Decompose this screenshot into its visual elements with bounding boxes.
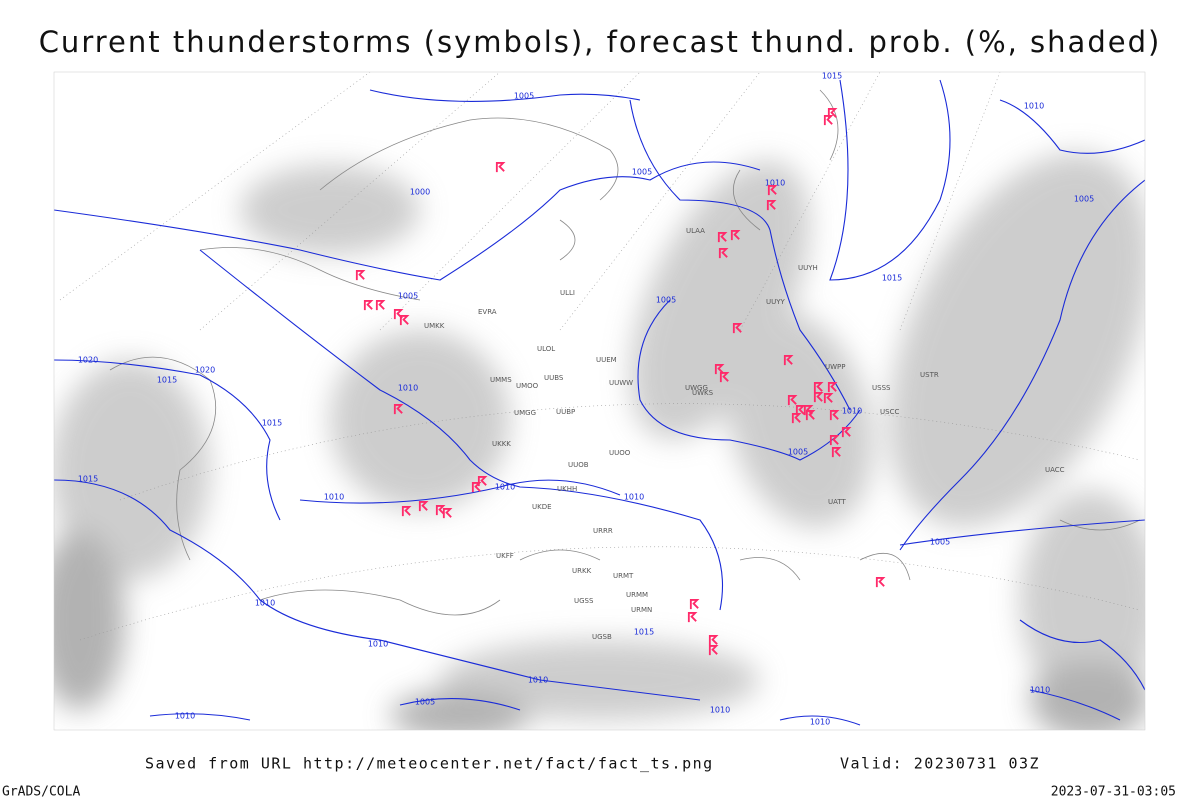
isobar-label: 1010: [255, 599, 275, 608]
station-label: UUOB: [568, 461, 589, 469]
map-frame: [53, 71, 1146, 731]
station-label: UMKK: [424, 322, 445, 330]
station-label: URKK: [572, 567, 592, 575]
station-label: UUYH: [798, 264, 818, 272]
generated-timestamp: 2023-07-31-03:05: [1051, 785, 1176, 800]
station-label: UUWW: [609, 379, 633, 387]
station-label: UGSB: [592, 633, 612, 641]
isobar-label: 1010: [175, 712, 195, 721]
station-label: UWGG: [685, 384, 708, 392]
station-label: USTR: [920, 371, 939, 379]
station-label: ULLI: [560, 289, 575, 297]
isobar-label: 1010: [324, 493, 344, 502]
station-label: USCC: [880, 408, 899, 416]
isobar-label: 1015: [822, 72, 842, 81]
coastlines: [109, 89, 1141, 616]
isobar-label: 1010: [1030, 686, 1050, 695]
station-label: EVRA: [478, 308, 497, 316]
station-label: UUOO: [609, 449, 631, 457]
station-label: UKKK: [492, 440, 511, 448]
isobar-label: 1010: [528, 676, 548, 685]
isobar-label: 1005: [788, 448, 808, 457]
station-label: ULOL: [537, 345, 555, 353]
station-label: UWPP: [825, 363, 846, 371]
station-label: UMGG: [514, 409, 536, 417]
map-title: Current thunderstorms (symbols), forecas…: [39, 25, 1162, 59]
isobar-label: 1005: [398, 292, 418, 301]
isobars: [54, 79, 1145, 726]
station-label: UKDE: [532, 503, 552, 511]
station-label: UUBP: [556, 408, 575, 416]
isobar-label: 1015: [157, 376, 177, 385]
station-label: UUEM: [596, 356, 617, 364]
station-label: UWKS: [692, 389, 714, 397]
isobar-label: 1010: [765, 179, 785, 188]
isobar-label: 1020: [195, 366, 215, 375]
station-label: UACC: [1045, 466, 1065, 474]
isobar-label: 1005: [514, 92, 534, 101]
probability-shading: [54, 152, 1145, 730]
isobar-label: 1015: [78, 475, 98, 484]
station-label: UUYY: [766, 298, 786, 306]
isobar-label: 1015: [262, 419, 282, 428]
isobar-label: 1000: [410, 188, 430, 197]
isobar-labels: 1015 1005 1010 1000 1005 1010 1005 1015 1005 1005…: [78, 72, 1094, 727]
graticule: [59, 72, 1141, 641]
isobar-label: 1010: [368, 640, 388, 649]
station-label: UKHH: [557, 485, 577, 493]
isobar-label: 1015: [882, 274, 902, 283]
station-label: UGSS: [574, 597, 594, 605]
isobar-label: 1005: [415, 698, 435, 707]
isobar-label: 1005: [656, 296, 676, 305]
station-label: ULAA: [686, 227, 705, 235]
station-label: UATT: [828, 498, 847, 506]
station-label: URMT: [613, 572, 634, 580]
isobar-label: 1010: [710, 706, 730, 715]
isobar-label: 1010: [810, 718, 830, 727]
isobar-label: 1005: [632, 168, 652, 177]
station-label: UUBS: [544, 374, 564, 382]
software-credit: GrADS/COLA: [2, 785, 80, 800]
source-url: Saved from URL http://meteocenter.net/fa…: [145, 755, 714, 773]
station-labels: ULOL UUEM UUWW UMMS UMOO UUBS UMGG UUBP UKKK UUOB…: [424, 227, 1065, 641]
isobar-label: 1010: [624, 493, 644, 502]
map-area: 1015 1005 1010 1000 1005 1010 1005 1015 1005 1005…: [54, 72, 1145, 730]
station-label: URRR: [593, 527, 613, 535]
isobar-label: 1005: [1074, 195, 1094, 204]
isobar-label: 1010: [842, 407, 862, 416]
isobar-label: 1020: [78, 356, 98, 365]
isobar-label: 1010: [495, 483, 515, 492]
isobar-label: 1010: [398, 384, 418, 393]
isobar-label: 1010: [1024, 102, 1044, 111]
station-label: USSS: [872, 384, 891, 392]
station-label: UMMS: [490, 376, 512, 384]
isobar-label: 1015: [634, 628, 654, 637]
valid-time: Valid: 20230731 03Z: [840, 755, 1040, 773]
isobar-label: 1005: [930, 538, 950, 547]
station-label: URMM: [626, 591, 648, 599]
station-label: UKFF: [496, 552, 514, 560]
station-label: UMOO: [516, 382, 539, 390]
station-label: URMN: [631, 606, 652, 614]
